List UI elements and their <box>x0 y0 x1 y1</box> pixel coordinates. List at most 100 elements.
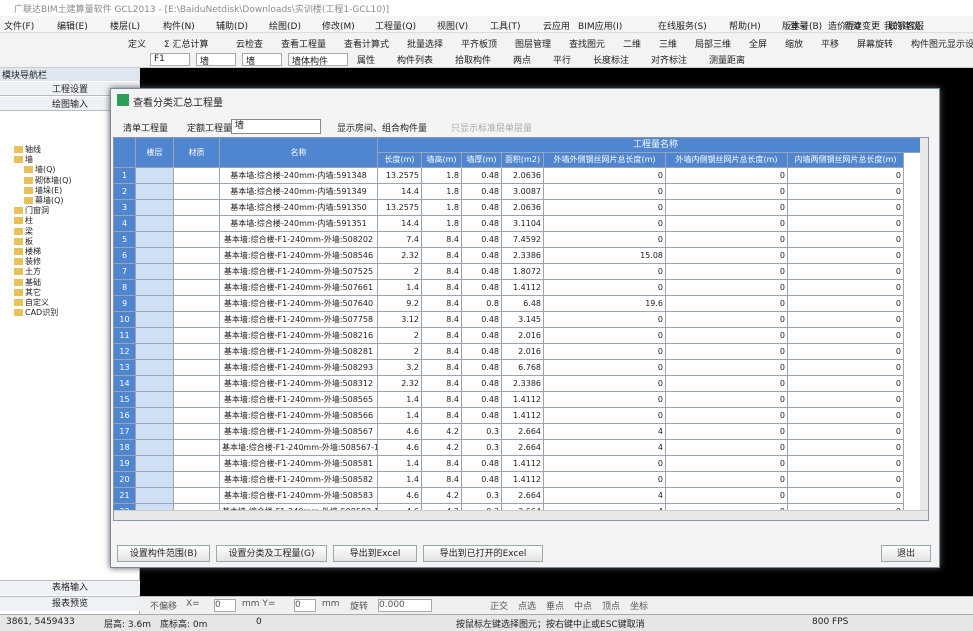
left-tab[interactable]: 绘图输入 <box>0 97 140 111</box>
tree-item[interactable]: 板 <box>25 236 33 246</box>
left-bottom-tab[interactable]: 表格输入 <box>0 580 140 595</box>
toolbar2-item[interactable]: 平行 <box>553 56 572 66</box>
bottom-toolbar-item[interactable]: 0 <box>294 599 316 612</box>
toolbar2-item[interactable]: F1 <box>150 53 190 66</box>
bottom-toolbar-item[interactable]: X= <box>186 599 200 609</box>
tree-item[interactable]: 楼梯 <box>25 247 41 256</box>
menu-item[interactable]: 楼层(L) <box>110 22 141 32</box>
menu-item[interactable]: 视图(V) <box>437 22 469 32</box>
dialog-button[interactable]: 设置构件范围(B) <box>117 545 210 562</box>
left-bottom-tab[interactable]: 报表预览 <box>0 596 140 611</box>
menu-item[interactable]: 编辑(E) <box>57 22 88 32</box>
toolbar-button[interactable]: 图层管理 <box>515 40 552 50</box>
toolbar-button[interactable]: 定义 <box>128 40 147 50</box>
tree-item[interactable]: 幕墙(Q) <box>35 196 64 205</box>
filter-box[interactable]: 墙 <box>231 119 321 134</box>
tree-item[interactable]: 柱 <box>25 216 33 226</box>
menu-item[interactable]: 修改(M) <box>322 22 355 32</box>
tree-icon <box>14 217 23 225</box>
toolbar-button[interactable]: 三维 <box>659 40 678 50</box>
toolbar2-item[interactable]: 两点 <box>513 56 532 66</box>
bottom-toolbar-item[interactable]: 正交 <box>490 602 509 612</box>
bottom-toolbar-item[interactable]: 坐标 <box>630 602 649 612</box>
toolbar-button[interactable]: 屏幕旋转 <box>857 40 894 50</box>
menu-item[interactable]: BIM应用(I) <box>578 22 623 32</box>
toolbar-button[interactable]: 平齐板顶 <box>461 40 498 50</box>
bottom-toolbar-item[interactable]: mm Y= <box>242 599 276 609</box>
tree-item[interactable]: CAD识别 <box>25 308 59 318</box>
tree-item[interactable]: 砌体墙(Q) <box>35 175 72 185</box>
value-cell: 0 <box>544 408 666 424</box>
menu-item[interactable]: 辅助(D) <box>216 22 248 32</box>
menu-item[interactable]: 帮助(H) <box>729 22 761 32</box>
left-tab[interactable]: 工程设置 <box>0 82 140 96</box>
bottom-toolbar-item[interactable]: 旋转 <box>350 602 369 612</box>
toolbar-button[interactable]: Σ 汇总计算 <box>164 40 209 50</box>
toolbar2-item[interactable]: 墙 <box>242 53 282 66</box>
menu-item[interactable]: 在线服务(S) <box>658 22 707 32</box>
menu-item[interactable]: 绘图(D) <box>269 22 301 32</box>
toolbar2-item[interactable]: 墙 <box>196 53 236 66</box>
radio-2[interactable]: 定额工程量 <box>187 124 233 133</box>
dialog-button[interactable]: 导出到Excel <box>333 545 417 562</box>
toolbar2-item[interactable]: 对齐标注 <box>651 56 688 66</box>
toolbar2-item[interactable]: 属性 <box>357 56 376 66</box>
tree-item[interactable]: 土方 <box>25 267 41 277</box>
toolbar-button[interactable]: 缩放 <box>785 40 804 50</box>
dialog-button[interactable]: 导出到已打开的Excel <box>423 545 543 562</box>
check-2[interactable]: 只显示标准层单层量 <box>451 124 533 133</box>
bottom-toolbar-item[interactable]: 不偏移 <box>150 602 178 612</box>
toolbar-button[interactable]: 查看工程量 <box>281 40 327 50</box>
radio-1[interactable]: 清单工程量 <box>123 124 169 133</box>
bottom-toolbar-item[interactable]: 顶点 <box>602 602 621 612</box>
value-cell: 0.48 <box>462 408 502 424</box>
menu-item[interactable]: 云应用 <box>543 22 571 32</box>
menu-item[interactable]: 构件(N) <box>163 22 195 32</box>
tree-item[interactable]: 门窗洞 <box>25 206 49 216</box>
toolbar2-item[interactable]: 长度标注 <box>593 56 630 66</box>
tree-item[interactable]: 梁 <box>25 226 33 236</box>
value-cell: 0 <box>666 280 788 296</box>
toolbar-button[interactable]: 二维 <box>623 40 642 50</box>
toolbar-button[interactable]: 云检查 <box>236 40 264 50</box>
tree-item[interactable]: 其它 <box>25 287 41 297</box>
menu-item[interactable]: 工具(T) <box>490 22 521 32</box>
tree-item[interactable]: 自定义 <box>25 298 49 307</box>
dialog-button[interactable]: 设置分类及工程量(G) <box>216 545 327 562</box>
floor-cell <box>136 168 174 184</box>
tree-item[interactable]: 装修 <box>25 257 41 267</box>
header-corner <box>114 138 136 168</box>
menu-right-item[interactable]: 我的建议 <box>884 22 921 32</box>
tree-item[interactable]: 墙 <box>25 155 33 165</box>
toolbar-button[interactable]: 批量选择 <box>407 40 444 50</box>
bottom-toolbar-item[interactable]: 0 <box>214 599 236 612</box>
bottom-toolbar-item[interactable]: 0.000 <box>378 599 432 612</box>
menu-item[interactable]: 新建变更 <box>844 22 881 32</box>
bottom-toolbar-item[interactable]: 点选 <box>518 602 537 612</box>
toolbar-button[interactable]: 查找图元 <box>569 40 606 50</box>
toolbar2-item[interactable]: 墙体构件 <box>288 53 348 66</box>
toolbar2-item[interactable]: 拾取构件 <box>455 56 492 66</box>
menu-right-item[interactable]: 造价豆0 <box>828 22 861 32</box>
menu-item[interactable]: 文件(F) <box>4 22 35 32</box>
toolbar-button[interactable]: 查看计算式 <box>344 40 390 50</box>
menu-right-item[interactable]: 登录 <box>790 22 809 32</box>
check-1[interactable]: 显示房间、组合构件量 <box>337 124 428 133</box>
toolbar2-item[interactable]: 构件列表 <box>397 56 434 66</box>
toolbar-button[interactable]: 局部三维 <box>695 40 732 50</box>
menu-item[interactable]: 工程量(Q) <box>375 22 417 32</box>
toolbar-button[interactable]: 平移 <box>821 40 840 50</box>
bottom-toolbar-item[interactable]: 中点 <box>574 602 593 612</box>
toolbar-button[interactable]: 全屏 <box>749 40 768 50</box>
toolbar-button[interactable]: 构件图元显示设置 <box>911 40 973 50</box>
tree-item[interactable]: 基础 <box>25 277 41 287</box>
tree-item[interactable]: 墙(Q) <box>35 165 56 175</box>
menu-item[interactable]: 联系客服 <box>888 22 925 32</box>
tree-item[interactable]: 墙垛(E) <box>35 185 63 195</box>
bottom-toolbar-item[interactable]: mm <box>322 599 340 609</box>
exit-button[interactable]: 退出 <box>881 545 931 562</box>
toolbar2-item[interactable]: 测量距离 <box>709 56 746 66</box>
menu-item[interactable]: 版本号(B) <box>782 22 823 32</box>
bottom-toolbar-item[interactable]: 垂点 <box>546 602 565 612</box>
tree-item[interactable]: 轴线 <box>25 145 41 154</box>
